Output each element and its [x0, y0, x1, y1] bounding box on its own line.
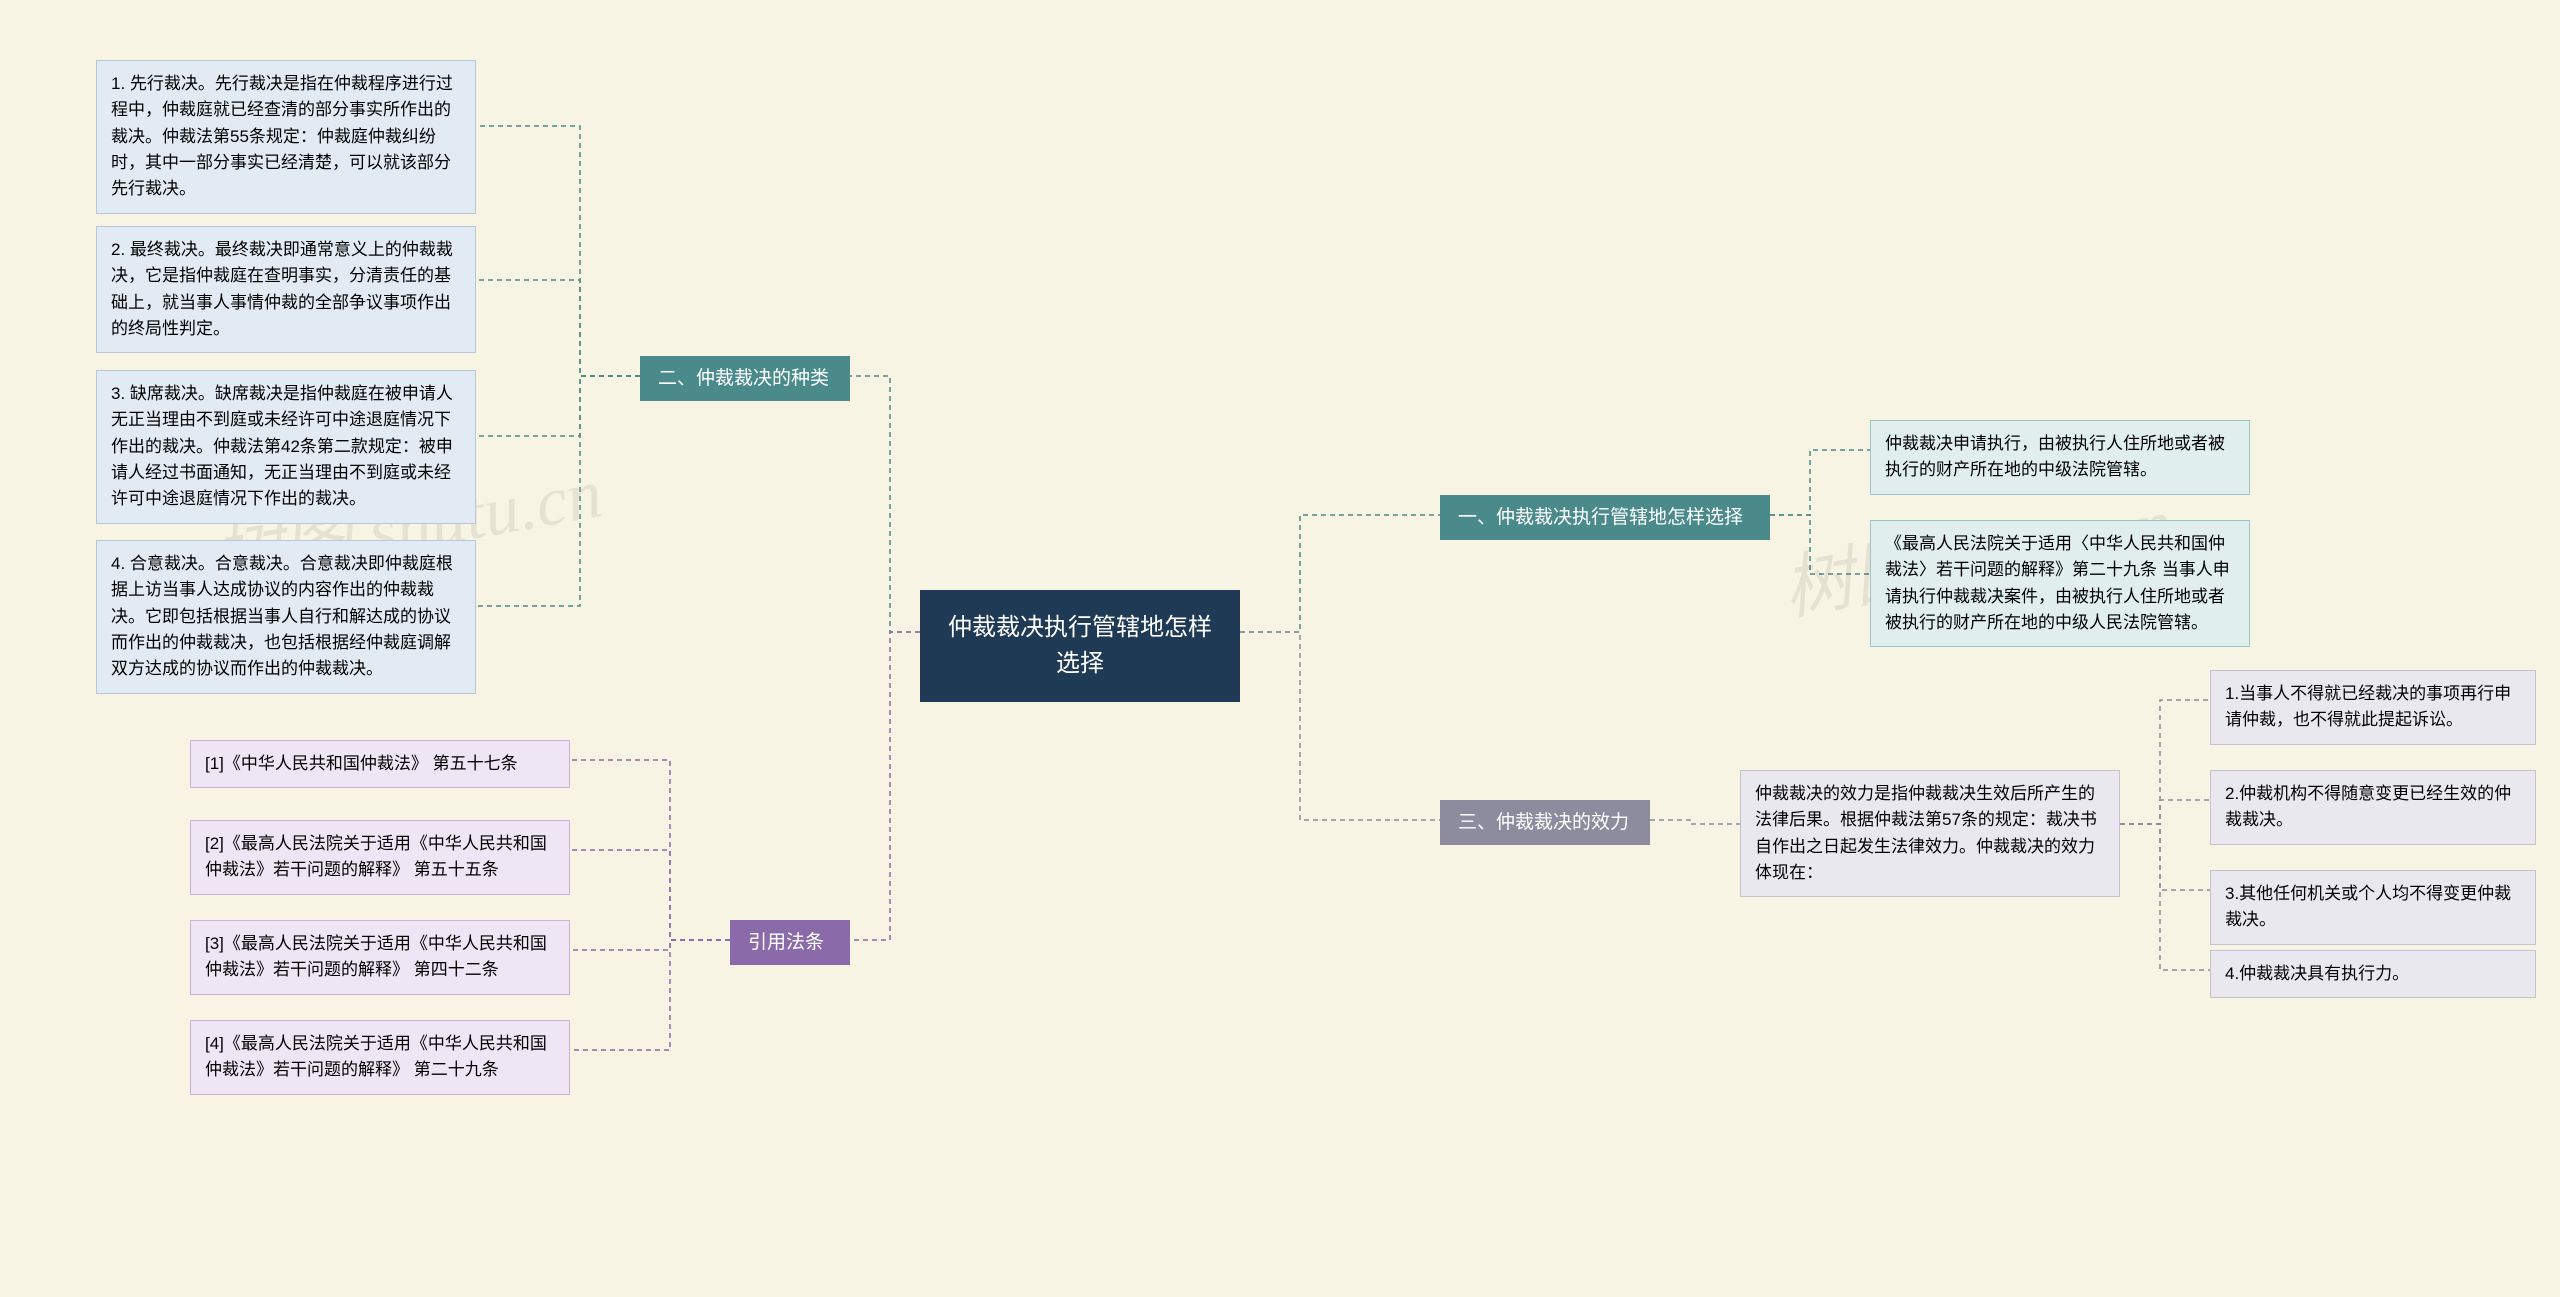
branch-4-leaf-1: [1]《中华人民共和国仲裁法》 第五十七条	[190, 740, 570, 788]
branch-3-leaf-3: 3.其他任何机关或个人均不得变更仲裁裁决。	[2210, 870, 2536, 945]
branch-4: 引用法条	[730, 920, 850, 965]
branch-3-leaf-4: 4.仲裁裁决具有执行力。	[2210, 950, 2536, 998]
branch-3: 三、仲裁裁决的效力	[1440, 800, 1650, 845]
branch-2-leaf-4: 4. 合意裁决。合意裁决。合意裁决即仲裁庭根据上访当事人达成协议的内容作出的仲裁…	[96, 540, 476, 694]
branch-3-leaf-2: 2.仲裁机构不得随意变更已经生效的仲裁裁决。	[2210, 770, 2536, 845]
branch-4-leaf-3: [3]《最高人民法院关于适用《中华人民共和国仲裁法》若干问题的解释》 第四十二条	[190, 920, 570, 995]
branch-4-leaf-4: [4]《最高人民法院关于适用《中华人民共和国仲裁法》若干问题的解释》 第二十九条	[190, 1020, 570, 1095]
root-node: 仲裁裁决执行管辖地怎样选择	[920, 590, 1240, 702]
branch-3-leaf-1: 1.当事人不得就已经裁决的事项再行申请仲裁，也不得就此提起诉讼。	[2210, 670, 2536, 745]
branch-2: 二、仲裁裁决的种类	[640, 356, 850, 401]
branch-4-leaf-2: [2]《最高人民法院关于适用《中华人民共和国仲裁法》若干问题的解释》 第五十五条	[190, 820, 570, 895]
branch-1: 一、仲裁裁决执行管辖地怎样选择	[1440, 495, 1770, 540]
branch-1-leaf-2: 《最高人民法院关于适用〈中华人民共和国仲裁法〉若干问题的解释》第二十九条 当事人…	[1870, 520, 2250, 647]
branch-2-leaf-2: 2. 最终裁决。最终裁决即通常意义上的仲裁裁决，它是指仲裁庭在查明事实，分清责任…	[96, 226, 476, 353]
branch-2-leaf-3: 3. 缺席裁决。缺席裁决是指仲裁庭在被申请人无正当理由不到庭或未经许可中途退庭情…	[96, 370, 476, 524]
branch-1-leaf-1: 仲裁裁决申请执行，由被执行人住所地或者被执行的财产所在地的中级法院管辖。	[1870, 420, 2250, 495]
branch-3-mid: 仲裁裁决的效力是指仲裁裁决生效后所产生的法律后果。根据仲裁法第57条的规定：裁决…	[1740, 770, 2120, 897]
branch-2-leaf-1: 1. 先行裁决。先行裁决是指在仲裁程序进行过程中，仲裁庭就已经查清的部分事实所作…	[96, 60, 476, 214]
